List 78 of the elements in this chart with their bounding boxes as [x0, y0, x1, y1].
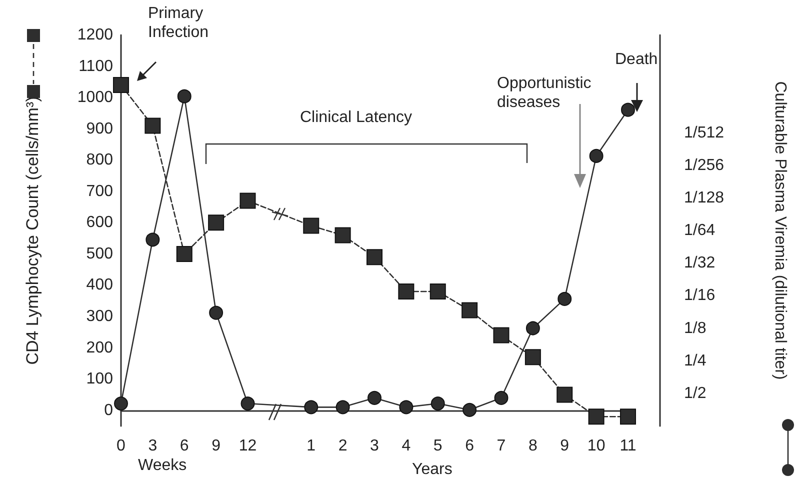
y-tick-label: 700: [86, 182, 114, 200]
point: [430, 283, 446, 300]
point: [524, 349, 541, 366]
y-tick-label: 300: [86, 308, 114, 326]
point: [398, 283, 414, 300]
point: [114, 396, 128, 411]
point: [368, 390, 382, 405]
y2-tick-label: 1/512: [684, 124, 724, 142]
point: [430, 396, 445, 411]
point: [334, 227, 351, 244]
y2-tick-label: 1/32: [684, 254, 716, 272]
x-tick-label: 3: [148, 438, 158, 454]
x-tick-label: 9: [212, 438, 221, 454]
y2-axis-title: Culturable Plasma Viremia (dilutional titer): [772, 81, 788, 380]
x-tick-label: 5: [433, 438, 442, 454]
x-tick-label: 4: [402, 438, 411, 454]
point: [336, 400, 350, 414]
text: Weeks: [138, 456, 188, 475]
point: [588, 408, 604, 425]
text: Years: [412, 460, 454, 479]
x-tick-label: 1: [306, 438, 316, 454]
point: [462, 402, 477, 417]
point: [620, 408, 636, 425]
point: [303, 218, 320, 234]
point: [526, 321, 540, 336]
y2-tick-label: 1/8: [684, 320, 706, 337]
y-tick-label: 400: [86, 276, 114, 294]
x-tick-label: 2: [338, 438, 348, 454]
y-tick-label: 100: [86, 370, 114, 388]
point: [366, 249, 382, 266]
point: [621, 102, 635, 117]
x-tick-label: 8: [528, 438, 538, 454]
y2-tick-label: 1/4: [684, 352, 706, 370]
annotation: Primary Infection: [148, 4, 210, 42]
y-tick-label: 1000: [77, 89, 114, 106]
point: [462, 302, 478, 318]
point: [209, 306, 224, 320]
y2-tick-label: 1/16: [684, 287, 716, 304]
x-tick-label: 0: [116, 438, 126, 454]
point: [240, 396, 255, 411]
point: [113, 77, 129, 94]
y2-tick-label: 1/64: [684, 222, 716, 239]
annotation: Opportunistic diseases: [497, 74, 592, 112]
point: [493, 327, 510, 344]
point: [556, 386, 573, 403]
y-tick-label: 0: [104, 402, 114, 419]
annotation: Clinical Latency: [300, 108, 414, 127]
x-tick-label: 3: [370, 438, 380, 454]
x-tick-label: 7: [496, 438, 506, 454]
point: [589, 148, 604, 163]
y-tick-label: 200: [86, 339, 114, 356]
y-tick-label: 1100: [78, 58, 114, 75]
point: [240, 192, 256, 209]
point: [146, 232, 160, 247]
y-tick-label: 800: [86, 152, 114, 169]
point: [558, 292, 572, 306]
point: [176, 246, 192, 262]
point: [208, 214, 224, 231]
y-tick-label: 500: [86, 245, 114, 262]
x-tick-label: 11: [620, 438, 636, 454]
x-tick-label: 6: [465, 438, 474, 454]
point: [304, 400, 318, 414]
y2-tick-label: 1/128: [684, 189, 724, 206]
point: [144, 118, 161, 134]
y-tick-label: 900: [86, 120, 114, 138]
x-tick-label: 12: [238, 438, 257, 454]
x-tick-label: 6: [180, 438, 189, 454]
point: [399, 400, 414, 414]
y-axis-title: CD4 Lymphocyte Count (cells/mm³): [23, 96, 42, 365]
x-tick-label: 9: [560, 438, 570, 454]
point: [494, 390, 508, 405]
point: [177, 89, 192, 104]
y2-tick-label: 1/2: [684, 384, 706, 402]
x-tick-label: 10: [587, 438, 606, 454]
annotation: Death: [615, 50, 659, 69]
y-tick-label: 600: [86, 214, 114, 232]
y-tick-label: 1200: [77, 26, 114, 44]
y2-tick-label: 1/256: [684, 156, 724, 174]
